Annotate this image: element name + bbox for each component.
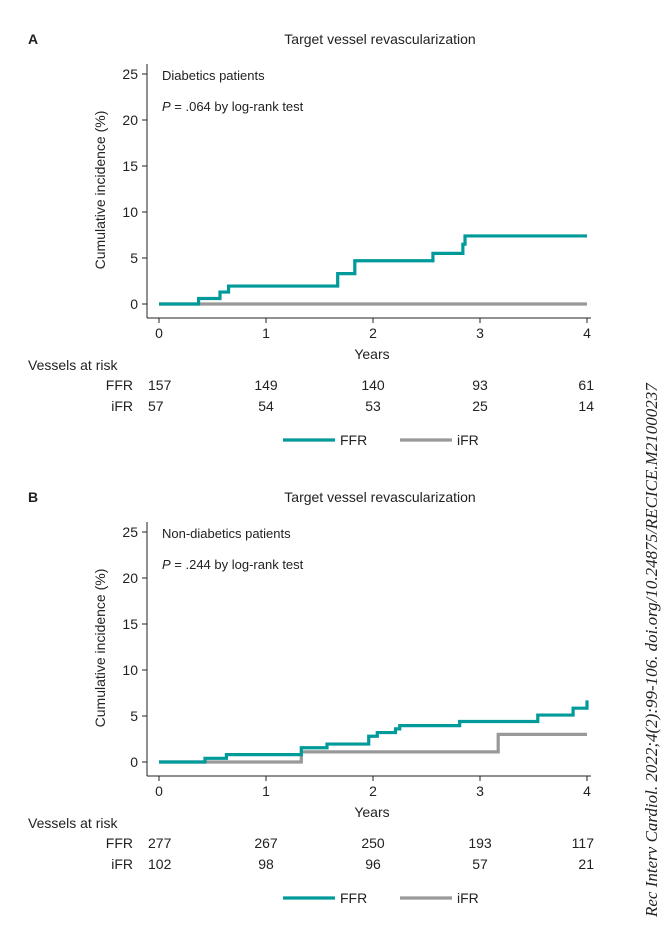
panel-a: A Target vessel revascularization05101520…: [28, 31, 594, 448]
risk-value: 93: [472, 377, 488, 393]
risk-value: 57: [472, 856, 488, 872]
legend-label-ifr: iFR: [457, 432, 479, 448]
risk-table-title: Vessels at risk: [28, 815, 118, 831]
risk-value: 157: [148, 377, 172, 393]
risk-value: 193: [468, 835, 492, 851]
x-tick-label: 0: [155, 325, 163, 341]
risk-value: 53: [365, 398, 381, 414]
series-ffr-line: [159, 234, 587, 306]
y-tick-label: 10: [122, 204, 138, 220]
p-value-text: P = .244 by log-rank test: [162, 557, 304, 572]
risk-value: 98: [258, 856, 274, 872]
x-tick-label: 2: [369, 325, 377, 341]
legend-label-ffr: FFR: [340, 432, 367, 448]
series-ffr-line: [159, 700, 589, 764]
y-tick-label: 0: [130, 754, 138, 770]
x-tick-label: 3: [476, 783, 484, 799]
risk-value: 250: [361, 835, 385, 851]
panel-label: B: [28, 489, 38, 505]
chart-title: Target vessel revascularization: [284, 31, 475, 47]
p-value: = .244 by log-rank test: [171, 557, 304, 572]
y-tick-label: 5: [130, 708, 138, 724]
y-axis-label: Cumulative incidence (%): [92, 111, 108, 270]
x-tick-label: 3: [476, 325, 484, 341]
p-symbol: P: [162, 99, 171, 114]
x-tick-label: 4: [583, 325, 591, 341]
risk-value: 140: [361, 377, 385, 393]
p-value-text: P = .064 by log-rank test: [162, 99, 304, 114]
series-ifr-line: [159, 732, 587, 764]
x-tick-label: 1: [262, 783, 270, 799]
citation: Rec Interv Cardiol. 2022;4(2):99-106. do…: [642, 382, 661, 918]
y-tick-label: 20: [122, 112, 138, 128]
risk-table-title: Vessels at risk: [28, 357, 118, 373]
risk-value: 267: [254, 835, 278, 851]
risk-value: 21: [578, 856, 594, 872]
risk-value: 117: [572, 835, 595, 851]
x-tick-label: 4: [583, 783, 591, 799]
chart-title: Target vessel revascularization: [284, 489, 475, 505]
y-tick-label: 25: [122, 524, 138, 540]
x-tick-label: 0: [155, 783, 163, 799]
risk-value: 61: [578, 377, 594, 393]
panel-b: B Target vessel revascularization05101520…: [28, 489, 594, 906]
risk-row-label: iFR: [111, 398, 133, 414]
p-value: = .064 by log-rank test: [171, 99, 304, 114]
x-axis-label: Years: [354, 804, 389, 820]
risk-value: 25: [472, 398, 488, 414]
risk-value: 57: [148, 398, 164, 414]
panel-label: A: [28, 31, 38, 47]
y-tick-label: 20: [122, 570, 138, 586]
risk-value: 96: [365, 856, 381, 872]
subgroup-label: Non-diabetics patients: [162, 526, 291, 541]
risk-value: 149: [254, 377, 278, 393]
x-tick-label: 1: [262, 325, 270, 341]
y-axis-label: Cumulative incidence (%): [92, 569, 108, 728]
legend-label-ifr: iFR: [457, 890, 479, 906]
risk-value: 277: [148, 835, 172, 851]
y-tick-label: 0: [130, 296, 138, 312]
legend: FFR iFR: [283, 890, 479, 906]
risk-value: 102: [148, 856, 172, 872]
y-tick-label: 15: [122, 616, 138, 632]
risk-value: 54: [258, 398, 274, 414]
risk-row-label: FFR: [106, 835, 133, 851]
y-tick-label: 25: [122, 66, 138, 82]
subgroup-label: Diabetics patients: [162, 68, 265, 83]
y-tick-label: 5: [130, 250, 138, 266]
legend-label-ffr: FFR: [340, 890, 367, 906]
legend: FFR iFR: [283, 432, 479, 448]
x-axis-label: Years: [354, 346, 389, 362]
y-tick-label: 15: [122, 158, 138, 174]
x-tick-label: 2: [369, 783, 377, 799]
p-symbol: P: [162, 557, 171, 572]
risk-row-label: iFR: [111, 856, 133, 872]
risk-value: 14: [578, 398, 594, 414]
y-tick-label: 10: [122, 662, 138, 678]
risk-row-label: FFR: [106, 377, 133, 393]
